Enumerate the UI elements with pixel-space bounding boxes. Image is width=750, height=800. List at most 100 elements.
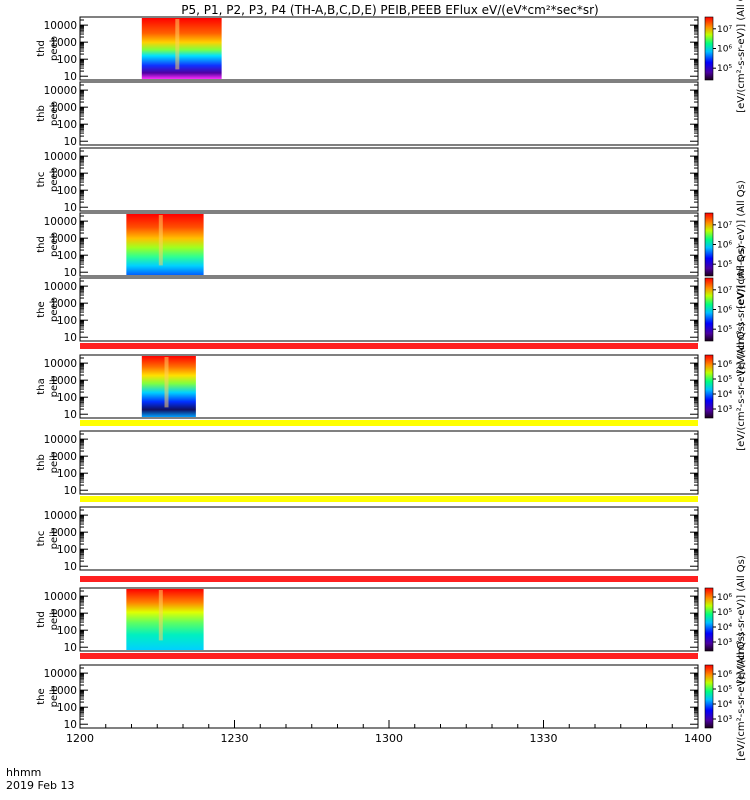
y-tick-label: 1000: [50, 233, 77, 245]
x-tick-label: 1330: [530, 732, 558, 745]
panel-label-probe: thb: [36, 454, 47, 471]
panel-4-spectrogram: [126, 214, 204, 275]
y-tick-label: 10000: [44, 434, 77, 446]
colorbar-4: [704, 212, 714, 277]
x-tick-label: 1400: [684, 732, 712, 745]
y-tick-label: 10000: [44, 510, 77, 522]
colorbar-title: [eV/(cm²-s-sr-eV)] (All Qs): [736, 245, 747, 374]
colorbar-tick-label: 10⁵: [717, 685, 732, 695]
panel-label-probe: thb: [36, 105, 47, 122]
y-tick-label: 100: [57, 185, 77, 197]
panel-label-probe: thd: [36, 236, 47, 253]
panel-8: 10 100 1000 10000 thc peib: [36, 506, 699, 573]
panel-5-frame: [79, 277, 699, 342]
panel-5: 10 100 1000 10000 the peeb 10⁵ 10⁶ 10⁷ [eV/(cm²-s…: [36, 245, 747, 374]
y-tick-label: 10000: [44, 216, 77, 228]
panel-9-streak: [158, 590, 163, 641]
y-tick-label: 10000: [44, 151, 77, 163]
colorbar-tick-label: 10⁷: [717, 286, 732, 296]
panel-2-frame: [79, 81, 699, 146]
panel-label-product: peib: [49, 376, 60, 398]
panel-label-product: peib: [49, 528, 60, 550]
panel-label-product: peeb: [49, 36, 60, 61]
panel-label-product: peeb: [49, 297, 60, 322]
y-tick-label: 10: [64, 71, 77, 83]
panel-6-streak: [164, 357, 169, 408]
colorbar-title: [eV/(cm²-s-sr-eV)] (All Qs): [736, 632, 747, 761]
panel-label-product: peib: [49, 609, 60, 631]
y-tick-label: 10: [64, 136, 77, 148]
colorbar-9: [704, 587, 714, 652]
y-tick-label: 100: [57, 315, 77, 327]
panel-label-probe: thc: [36, 172, 47, 188]
y-tick-label: 10: [64, 485, 77, 497]
panel-1: 10 100 1000 10000 thd peeb 10⁵ 10⁶ 10⁷ [eV/(cm²-s…: [36, 0, 747, 113]
colorbar-tick-label: 10³: [717, 715, 732, 725]
panel-10-frame: [79, 664, 699, 729]
panel-label-product: peeb: [49, 101, 60, 126]
y-tick-label: 1000: [50, 102, 77, 114]
colorbar-5: [704, 277, 714, 342]
panel-label-probe: the: [36, 301, 47, 317]
colorbar-tick-label: 10⁷: [717, 25, 732, 35]
y-tick-label: 100: [57, 544, 77, 556]
y-tick-label: 100: [57, 119, 77, 131]
colorbar-tick-label: 10⁵: [717, 325, 732, 335]
colorbar-tick-label: 10⁶: [717, 306, 732, 316]
panel-7: 10 100 1000 10000 thb peib: [36, 430, 699, 497]
colorbar-tick-label: 10⁷: [717, 221, 732, 231]
x-tick-label: 1200: [66, 732, 94, 745]
panel-6: 10 100 1000 10000 tha peib 10³ 10⁴ 10⁵ 10⁶ [eV/(cm…: [36, 322, 747, 451]
y-tick-label: 1000: [50, 527, 77, 539]
panel-label-probe: the: [36, 688, 47, 704]
panel-8-frame: [79, 506, 699, 571]
colorbar-title: [eV/(cm²-s-sr-eV)] (All Qs): [736, 180, 747, 309]
y-tick-label: 1000: [50, 298, 77, 310]
band-1: [80, 343, 698, 349]
colorbar-tick-label: 10⁴: [717, 700, 732, 710]
y-tick-label: 100: [57, 250, 77, 262]
panel-6-spectrogram: [141, 356, 196, 417]
colorbar-tick-label: 10⁶: [717, 593, 732, 603]
y-tick-label: 1000: [50, 608, 77, 620]
x-tick-label: 1230: [221, 732, 249, 745]
panel-4-streak: [158, 215, 163, 266]
colorbar-tick-label: 10⁵: [717, 260, 732, 270]
colorbar-tick-label: 10⁶: [717, 360, 732, 370]
x-axis-label-date: 2019 Feb 13: [6, 779, 74, 792]
panel-label-probe: tha: [36, 378, 47, 394]
y-tick-label: 1000: [50, 375, 77, 387]
y-tick-label: 10: [64, 642, 77, 654]
band-2: [80, 420, 698, 426]
colorbar-tick-label: 10⁵: [717, 375, 732, 385]
y-tick-label: 1000: [50, 37, 77, 49]
chart-title: P5, P1, P2, P3, P4 (TH-A,B,C,D,E) PEIB,P…: [181, 3, 598, 17]
x-axis: 1200 1230 1300 1330 1400: [66, 720, 712, 745]
colorbar-10: [704, 664, 714, 729]
y-tick-label: 1000: [50, 168, 77, 180]
y-tick-label: 10: [64, 332, 77, 344]
panel-7-frame: [79, 430, 699, 495]
y-tick-label: 10000: [44, 85, 77, 97]
colorbar-title: [eV/(cm²-s-sr-eV)] (All Qs): [736, 322, 747, 451]
y-tick-label: 10: [64, 561, 77, 573]
colorbar-6: [704, 354, 714, 419]
colorbar-tick-label: 10⁴: [717, 390, 732, 400]
x-axis-label-hhmm: hhmm: [6, 766, 41, 779]
colorbar-tick-label: 10³: [717, 405, 732, 415]
y-tick-label: 100: [57, 468, 77, 480]
y-tick-label: 10: [64, 409, 77, 421]
panel-9-spectrogram: [126, 589, 204, 650]
colorbar-title: [eV/(cm²-s-sr-eV)] (All Qs): [736, 555, 747, 684]
colorbar-tick-label: 10⁴: [717, 623, 732, 633]
panel-1-spectrogram: [141, 18, 222, 79]
panel-3: 10 100 1000 10000 thc peeb: [36, 147, 699, 214]
colorbar-tick-label: 10⁶: [717, 45, 732, 55]
panel-label-probe: thd: [36, 40, 47, 57]
panel-label-product: peib: [49, 686, 60, 708]
panel-label-probe: thc: [36, 531, 47, 547]
y-tick-label: 10: [64, 202, 77, 214]
y-tick-label: 10000: [44, 591, 77, 603]
